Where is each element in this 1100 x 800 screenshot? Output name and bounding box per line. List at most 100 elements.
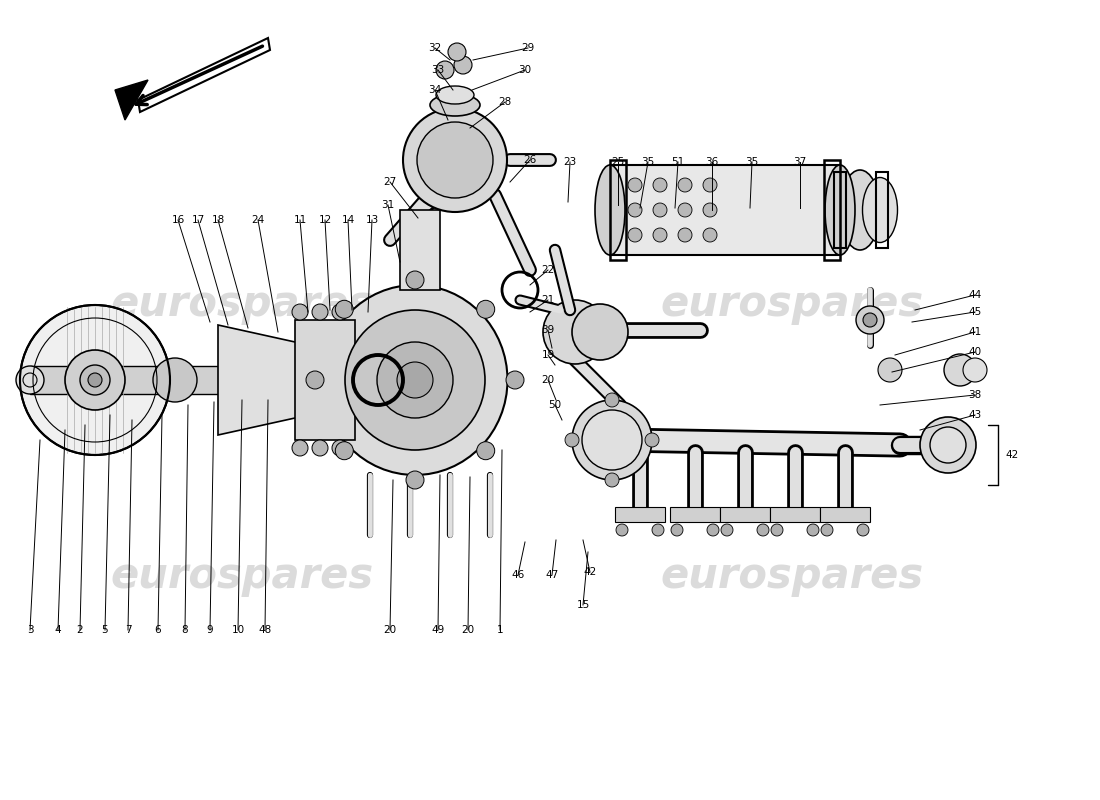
Circle shape bbox=[312, 440, 328, 456]
Circle shape bbox=[628, 228, 642, 242]
Circle shape bbox=[153, 358, 197, 402]
Ellipse shape bbox=[430, 94, 480, 116]
Text: 2: 2 bbox=[77, 625, 84, 635]
Text: 42: 42 bbox=[1005, 450, 1019, 460]
Text: 45: 45 bbox=[968, 307, 981, 317]
Text: 39: 39 bbox=[541, 325, 554, 335]
Bar bbox=[610, 165, 840, 255]
Text: 22: 22 bbox=[541, 265, 554, 275]
Polygon shape bbox=[116, 80, 148, 120]
Bar bbox=[670, 507, 720, 522]
Circle shape bbox=[332, 304, 348, 320]
Circle shape bbox=[417, 122, 493, 198]
Text: 23: 23 bbox=[563, 157, 576, 167]
Circle shape bbox=[543, 300, 607, 364]
Circle shape bbox=[436, 61, 454, 79]
Circle shape bbox=[653, 178, 667, 192]
Text: 37: 37 bbox=[793, 157, 806, 167]
Text: eurospares: eurospares bbox=[660, 555, 924, 597]
Text: 51: 51 bbox=[671, 157, 684, 167]
Bar bbox=[610, 160, 626, 260]
Circle shape bbox=[572, 400, 652, 480]
Text: 5: 5 bbox=[101, 625, 108, 635]
Text: 10: 10 bbox=[231, 625, 244, 635]
Circle shape bbox=[80, 365, 110, 395]
Text: 18: 18 bbox=[211, 215, 224, 225]
Circle shape bbox=[397, 362, 433, 398]
Bar bbox=[720, 507, 770, 522]
Polygon shape bbox=[138, 38, 270, 112]
Circle shape bbox=[403, 108, 507, 212]
Circle shape bbox=[336, 442, 353, 460]
Text: 16: 16 bbox=[172, 215, 185, 225]
Circle shape bbox=[821, 524, 833, 536]
Circle shape bbox=[920, 417, 976, 473]
Circle shape bbox=[88, 373, 102, 387]
Ellipse shape bbox=[862, 178, 898, 242]
Circle shape bbox=[406, 271, 424, 289]
Circle shape bbox=[345, 310, 485, 450]
Ellipse shape bbox=[825, 165, 855, 255]
Circle shape bbox=[671, 524, 683, 536]
Text: 30: 30 bbox=[518, 65, 531, 75]
Text: 6: 6 bbox=[155, 625, 162, 635]
Text: 25: 25 bbox=[612, 157, 625, 167]
Circle shape bbox=[962, 358, 987, 382]
Text: 33: 33 bbox=[431, 65, 444, 75]
Circle shape bbox=[930, 427, 966, 463]
Circle shape bbox=[406, 471, 424, 489]
Text: 35: 35 bbox=[641, 157, 654, 167]
Circle shape bbox=[757, 524, 769, 536]
Text: 50: 50 bbox=[549, 400, 562, 410]
Text: 38: 38 bbox=[968, 390, 981, 400]
Ellipse shape bbox=[322, 285, 507, 475]
Text: 1: 1 bbox=[497, 625, 504, 635]
Circle shape bbox=[20, 305, 170, 455]
Text: 19: 19 bbox=[541, 350, 554, 360]
Bar bbox=[295, 320, 355, 440]
Circle shape bbox=[605, 393, 619, 407]
Circle shape bbox=[292, 304, 308, 320]
Text: 47: 47 bbox=[546, 570, 559, 580]
Circle shape bbox=[476, 300, 495, 318]
Circle shape bbox=[703, 228, 717, 242]
Circle shape bbox=[336, 300, 353, 318]
Text: 20: 20 bbox=[461, 625, 474, 635]
Circle shape bbox=[707, 524, 719, 536]
Circle shape bbox=[65, 350, 125, 410]
Circle shape bbox=[292, 440, 308, 456]
Bar bbox=[876, 172, 888, 248]
Text: 31: 31 bbox=[382, 200, 395, 210]
Circle shape bbox=[16, 366, 44, 394]
Bar bbox=[770, 507, 820, 522]
Circle shape bbox=[476, 442, 495, 460]
Circle shape bbox=[652, 524, 664, 536]
Circle shape bbox=[377, 342, 453, 418]
Circle shape bbox=[628, 203, 642, 217]
Text: 24: 24 bbox=[252, 215, 265, 225]
Text: 11: 11 bbox=[294, 215, 307, 225]
Text: 12: 12 bbox=[318, 215, 331, 225]
Circle shape bbox=[628, 178, 642, 192]
Text: 20: 20 bbox=[541, 375, 554, 385]
Text: 26: 26 bbox=[524, 155, 537, 165]
Text: 9: 9 bbox=[207, 625, 213, 635]
Text: 27: 27 bbox=[384, 177, 397, 187]
Circle shape bbox=[653, 228, 667, 242]
Circle shape bbox=[678, 178, 692, 192]
Circle shape bbox=[703, 178, 717, 192]
Circle shape bbox=[807, 524, 820, 536]
Circle shape bbox=[944, 354, 976, 386]
Text: eurospares: eurospares bbox=[110, 283, 374, 325]
Text: 48: 48 bbox=[258, 625, 272, 635]
Text: 44: 44 bbox=[968, 290, 981, 300]
Circle shape bbox=[856, 306, 884, 334]
Circle shape bbox=[605, 473, 619, 487]
Ellipse shape bbox=[436, 86, 474, 104]
Circle shape bbox=[678, 203, 692, 217]
Circle shape bbox=[454, 56, 472, 74]
Text: 29: 29 bbox=[521, 43, 535, 53]
Circle shape bbox=[565, 433, 579, 447]
Text: 3: 3 bbox=[26, 625, 33, 635]
Circle shape bbox=[312, 304, 328, 320]
